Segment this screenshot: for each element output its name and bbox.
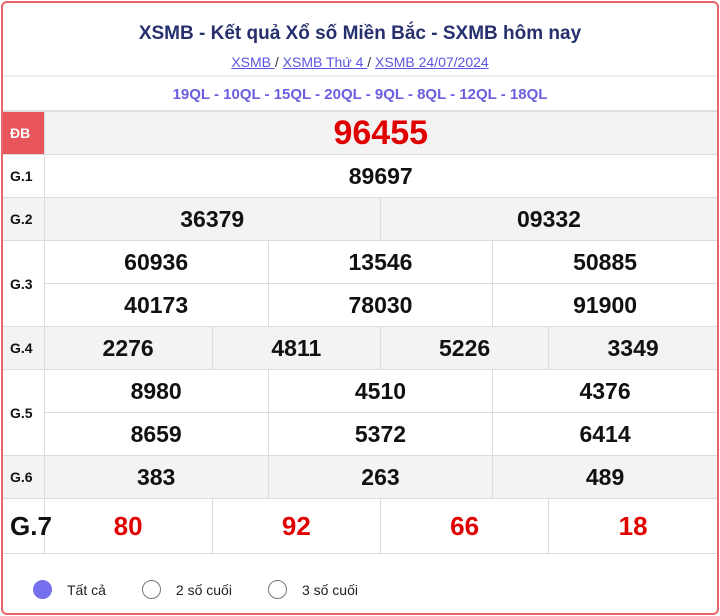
prize-label: G.5: [3, 369, 45, 456]
results-table: ĐB 96455 G.1 89697 G.2 36379 09332 G.3 6…: [3, 111, 717, 554]
prize-number: 5226: [379, 326, 550, 370]
prize-number: 8980: [43, 369, 269, 413]
prize-label: G.1: [3, 154, 45, 198]
prize-number: 13546: [267, 240, 494, 284]
prize-number: 92: [211, 498, 381, 554]
prize-number: 91900: [492, 283, 717, 327]
prize-number: 4811: [211, 326, 381, 370]
radio-label: 2 số cuối: [175, 581, 232, 598]
prize-number: 80: [43, 498, 213, 554]
row-g3: G.3 60936 13546 50885: [3, 240, 717, 327]
page-title: XSMB - Kết quả Xổ số Miền Bắc - SXMB hôm…: [138, 23, 582, 44]
prize-number: 2276: [43, 326, 213, 370]
radio-label: Tất cả: [67, 581, 106, 598]
row-g6: G.6 383 263 489: [3, 455, 717, 499]
prize-label: G.7: [3, 498, 52, 554]
prize-number: 4510: [267, 369, 494, 413]
prize-number: 6414: [492, 412, 717, 456]
prize-number: 78030: [267, 283, 494, 327]
row-g5b: 8659 5372 6414: [3, 412, 717, 456]
row-g3b: 40173 78030 91900: [3, 283, 717, 327]
prize-number: 263: [267, 455, 494, 499]
prize-number: 383: [43, 455, 269, 499]
ticket-codes: 19QL - 10QL - 15QL - 20QL - 9QL - 8QL - …: [3, 77, 717, 111]
breadcrumb-weekday[interactable]: XSMB Thứ 4: [282, 54, 368, 70]
prize-number: 09332: [379, 197, 717, 241]
prize-number: 5372: [267, 412, 494, 456]
prize-number: 50885: [492, 240, 717, 284]
radio-all[interactable]: Tất cả: [33, 580, 106, 599]
breadcrumb-separator: /: [367, 54, 372, 70]
row-g4: G.4 2276 4811 5226 3349: [3, 326, 717, 370]
row-g2: G.2 36379 09332: [3, 197, 717, 241]
prize-label: G.4: [3, 326, 45, 370]
prize-label: G.3: [3, 240, 45, 327]
prize-label: G.6: [3, 455, 45, 499]
radio-label: 3 số cuối: [301, 581, 358, 598]
radio-last-2[interactable]: 2 số cuối: [141, 580, 232, 599]
radio-unchecked-icon[interactable]: [267, 580, 287, 599]
prize-number: 36379: [43, 197, 381, 241]
radio-unchecked-icon[interactable]: [141, 580, 161, 599]
radio-last-3[interactable]: 3 số cuối: [267, 580, 358, 599]
row-g1: G.1 89697: [3, 154, 717, 198]
prize-number: 3349: [548, 326, 717, 370]
breadcrumb-date[interactable]: XSMB 24/07/2024: [375, 54, 489, 70]
radio-checked-icon[interactable]: [33, 580, 52, 599]
breadcrumb: XSMB / XSMB Thứ 4 / XSMB 24/07/2024: [3, 54, 717, 70]
digit-filter: Tất cả 2 số cuối 3 số cuối: [3, 554, 717, 599]
prize-number: 18: [548, 498, 717, 554]
header: XSMB - Kết quả Xổ số Miền Bắc - SXMB hôm…: [3, 3, 717, 77]
row-special: ĐB 96455: [3, 111, 717, 155]
prize-number: 66: [379, 498, 550, 554]
breadcrumb-xsmb[interactable]: XSMB: [231, 54, 275, 70]
prize-label: G.2: [3, 197, 45, 241]
prize-number: 8659: [43, 412, 269, 456]
prize-number: 40173: [43, 283, 269, 327]
row-g7: G.7 80 92 66 18: [3, 498, 717, 554]
prize-number: 4376: [492, 369, 717, 413]
row-g5: G.5 8980 4510 4376: [3, 369, 717, 456]
breadcrumb-separator: /: [274, 54, 279, 70]
prize-number: 60936: [43, 240, 269, 284]
prize-number: 489: [492, 455, 717, 499]
special-prize-number: 96455: [43, 111, 717, 155]
prize-number: 89697: [43, 154, 717, 198]
prize-label: ĐB: [3, 111, 45, 155]
